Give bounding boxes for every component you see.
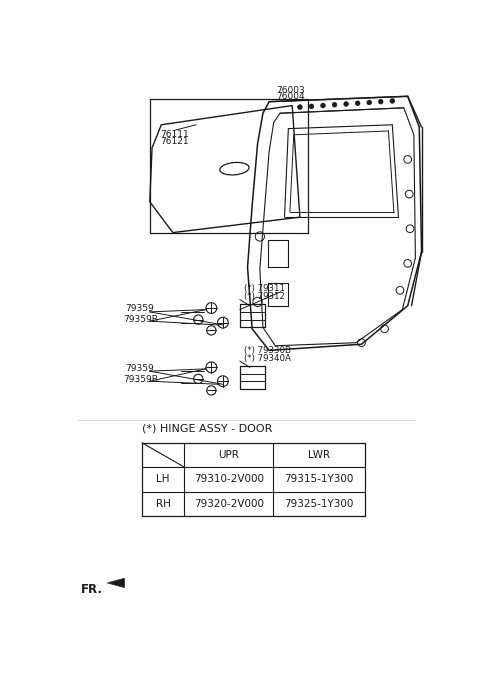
Text: 76004: 76004 <box>276 92 305 101</box>
Text: 79310-2V000: 79310-2V000 <box>193 475 264 484</box>
Text: 79359B: 79359B <box>123 315 157 324</box>
Text: LWR: LWR <box>308 450 330 460</box>
Text: FR.: FR. <box>81 583 102 596</box>
Text: UPR: UPR <box>218 450 239 460</box>
Text: 79315-1Y300: 79315-1Y300 <box>285 475 354 484</box>
Circle shape <box>367 100 372 105</box>
Circle shape <box>378 100 383 104</box>
Circle shape <box>332 102 337 107</box>
Text: 79359: 79359 <box>125 364 154 373</box>
Text: (*) HINGE ASSY - DOOR: (*) HINGE ASSY - DOOR <box>142 424 273 434</box>
Text: 76003: 76003 <box>276 86 305 95</box>
Text: 79325-1Y300: 79325-1Y300 <box>285 499 354 509</box>
Text: 76121: 76121 <box>160 137 188 146</box>
Text: (*) 79311: (*) 79311 <box>244 284 286 293</box>
Text: (*) 79340A: (*) 79340A <box>244 354 291 363</box>
Circle shape <box>355 101 360 106</box>
Circle shape <box>390 99 395 103</box>
Text: 76111: 76111 <box>160 131 189 139</box>
Text: LH: LH <box>156 475 170 484</box>
Text: 79359: 79359 <box>125 304 154 313</box>
Circle shape <box>309 104 314 109</box>
Circle shape <box>344 102 348 106</box>
Text: 79359B: 79359B <box>123 375 157 384</box>
Text: 79320-2V000: 79320-2V000 <box>193 499 264 509</box>
Circle shape <box>321 103 325 108</box>
Text: (*) 79330B: (*) 79330B <box>244 346 291 355</box>
Text: RH: RH <box>156 499 171 509</box>
Polygon shape <box>108 578 124 587</box>
Text: (*) 79312: (*) 79312 <box>244 292 286 301</box>
Circle shape <box>298 105 302 109</box>
